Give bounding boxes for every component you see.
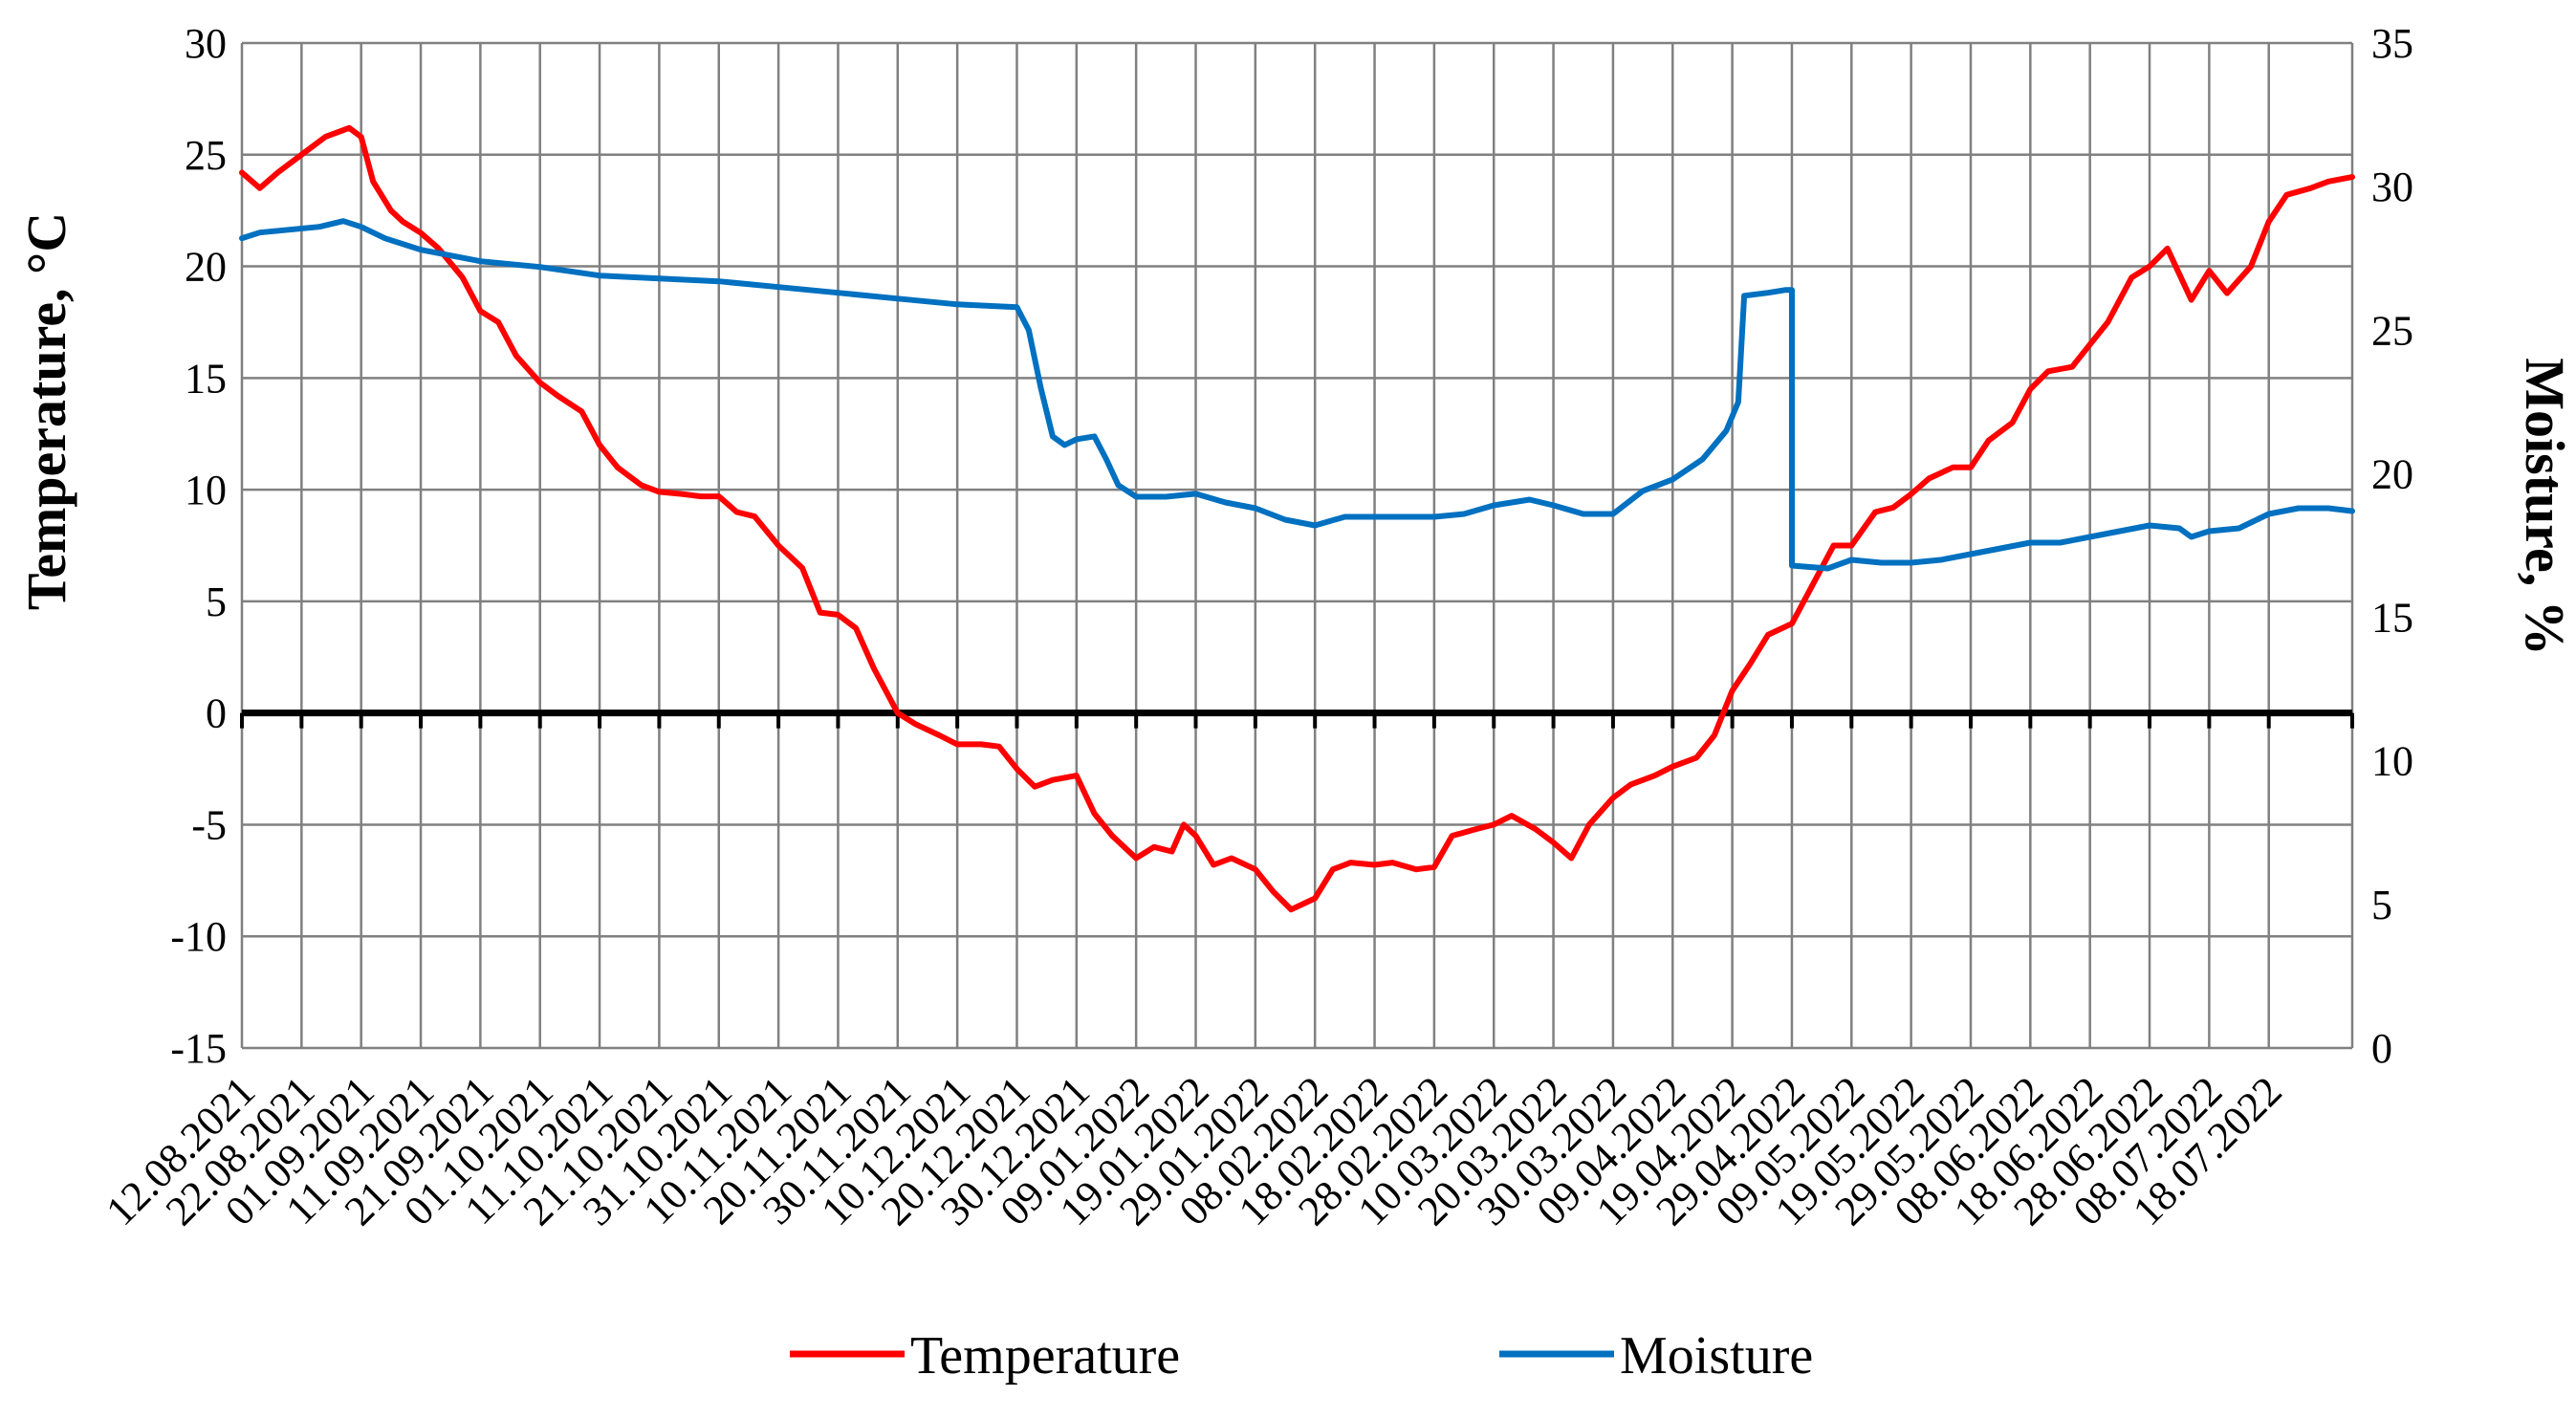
grid	[240, 41, 2354, 1050]
y-right-tick-label-3: 20	[2371, 450, 2413, 497]
y-left-tick-label-1: 25	[185, 132, 227, 179]
y-left-tick-label-3: 15	[185, 355, 227, 402]
y-right-tick-label-6: 5	[2371, 882, 2392, 928]
y-left-tick-label-4: 10	[185, 467, 227, 513]
y-left-tick-label-6: 0	[206, 690, 227, 737]
legend-label-moisture: Moisture	[1620, 1326, 1813, 1386]
y-left-tick-label-8: -10	[170, 913, 227, 960]
y-right-tick-label-7: 0	[2371, 1025, 2392, 1072]
y-left-tick-label-0: 30	[185, 20, 227, 67]
y-right-tick-label-4: 15	[2371, 595, 2413, 642]
legend: Temperature Moisture	[790, 1326, 1813, 1386]
y-right-tick-label-1: 30	[2371, 164, 2413, 210]
series-group	[239, 124, 2355, 913]
series-line-temperature	[239, 124, 2355, 913]
y-left-tick-label-5: 5	[206, 579, 227, 625]
y-right-tick-label-0: 35	[2371, 20, 2413, 67]
series-line-moisture	[239, 218, 2355, 572]
zero-line-group	[240, 710, 2354, 729]
y-left-tick-label-9: -15	[170, 1025, 227, 1072]
y-left-tick-label-7: -5	[191, 801, 227, 848]
y-axis-right-title: Moisture, %	[2514, 358, 2576, 655]
y-right-tick-label-5: 10	[2371, 738, 2413, 785]
legend-label-temperature: Temperature	[910, 1326, 1180, 1386]
y-axis-left-title: Temperature, °C	[15, 212, 77, 610]
y-left-tick-label-2: 20	[185, 244, 227, 291]
y-right-tick-label-2: 25	[2371, 307, 2413, 354]
